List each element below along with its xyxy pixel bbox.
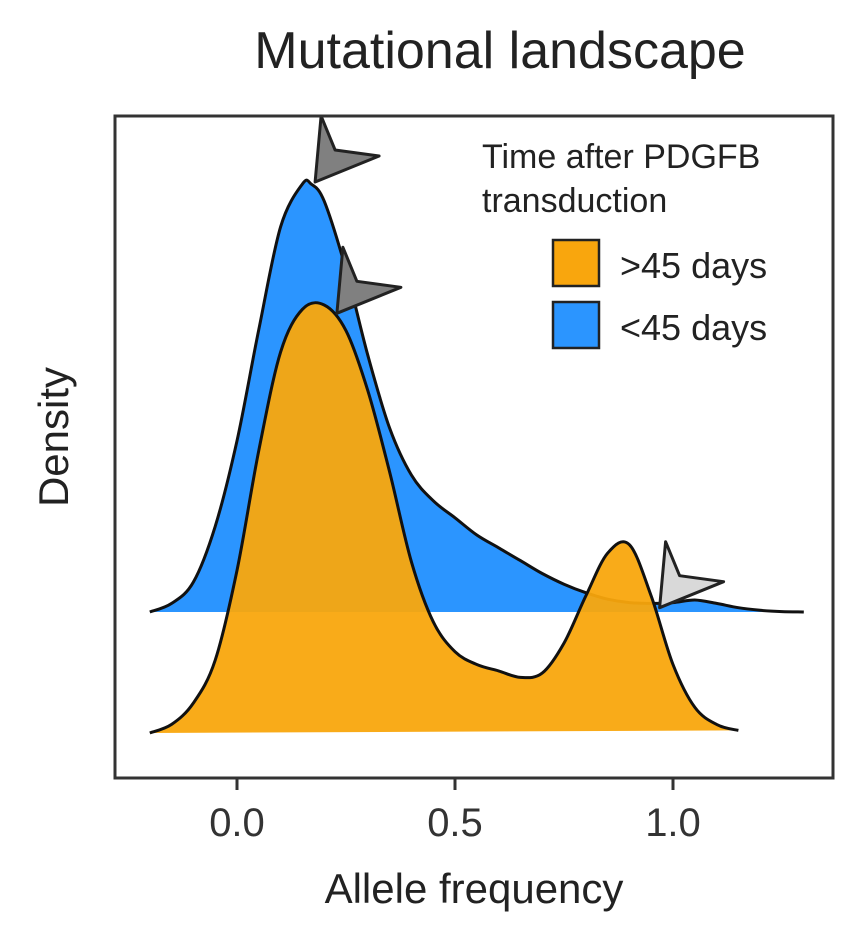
legend-key-over-45-days [551, 238, 601, 288]
legend-label-over-45-days: >45 days [620, 245, 767, 286]
legend: Time after PDGFB transduction >45 days <… [482, 138, 767, 350]
ridge-fill-over-45-days [149, 302, 739, 733]
x-tick-label-0: 0.0 [209, 801, 265, 845]
peak-marker-2 [335, 245, 403, 315]
x-axis-label: Allele frequency [325, 865, 624, 912]
legend-key-under-45-days [551, 300, 601, 350]
legend-label-under-45-days: <45 days [620, 307, 767, 348]
legend-title-line2: transduction [482, 182, 667, 220]
plot-panel-border [113, 114, 835, 780]
ridge-outline-under-45-days [149, 178, 804, 614]
ridge-outline-over-45-days [149, 301, 739, 735]
x-tick-label-1: 0.5 [427, 801, 483, 845]
peak-marker-1 [313, 114, 381, 184]
peak-markers-group [313, 114, 726, 610]
chart-title: Mutational landscape [254, 22, 745, 80]
x-axis: 0.0 0.5 1.0 [209, 778, 701, 845]
y-axis-label: Density [30, 367, 77, 507]
peak-marker-3 [658, 540, 726, 610]
x-tick-label-2: 1.0 [645, 801, 701, 845]
legend-title-line1: Time after PDGFB [482, 138, 760, 176]
ridges-group [149, 178, 804, 735]
